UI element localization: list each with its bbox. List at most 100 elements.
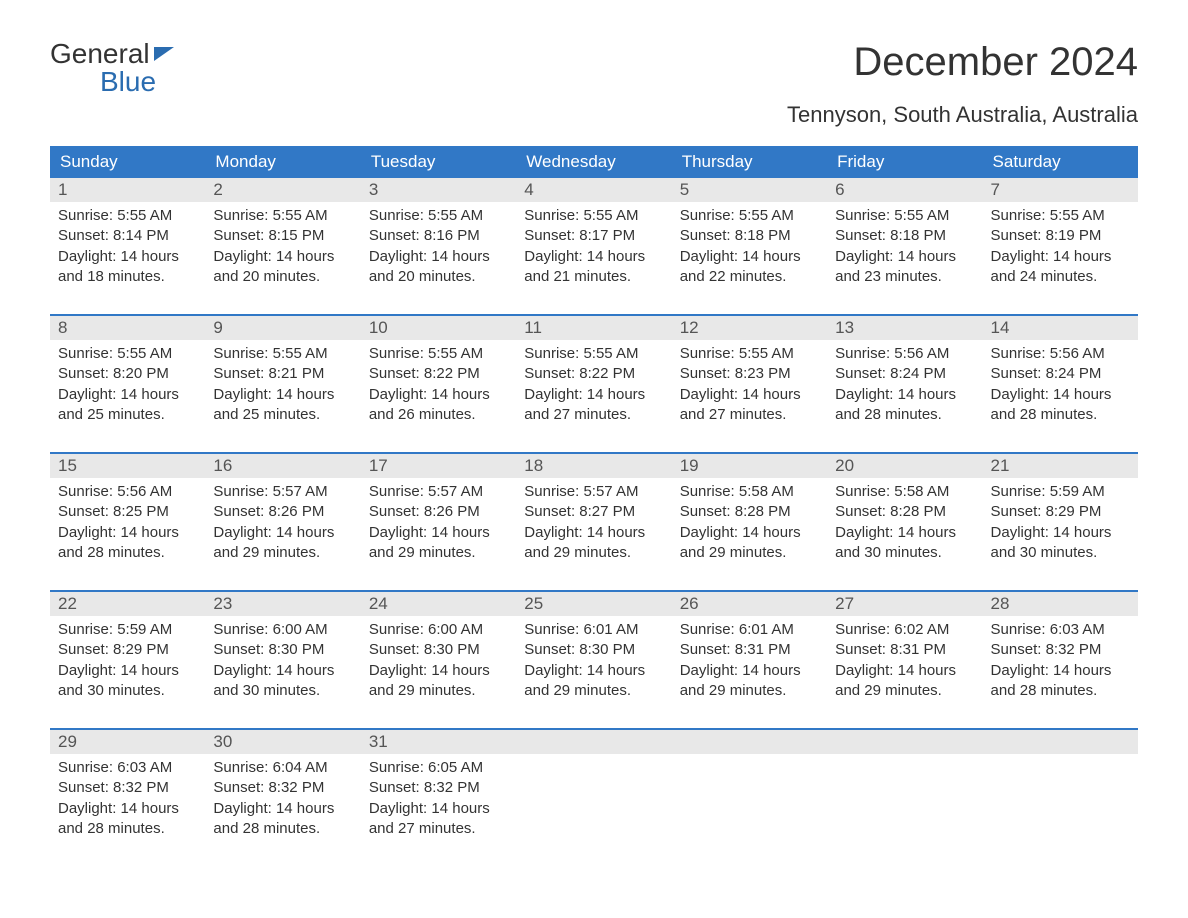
day-info-line: Sunrise: 5:57 AM [213,482,352,502]
day-info-line: Sunset: 8:24 PM [835,364,974,384]
day-info-line: Sunrise: 5:56 AM [835,344,974,364]
day-info-line: Daylight: 14 hours [991,523,1130,543]
day-info-line: Daylight: 14 hours [213,799,352,819]
day-info-line: Daylight: 14 hours [835,247,974,267]
day-body: Sunrise: 6:02 AMSunset: 8:31 PMDaylight:… [827,616,982,711]
day-number: 5 [672,178,827,202]
day-info-line: and 27 minutes. [369,819,508,839]
day-info-line: Sunrise: 6:04 AM [213,758,352,778]
day-cell: 13Sunrise: 5:56 AMSunset: 8:24 PMDayligh… [827,316,982,452]
day-number: 2 [205,178,360,202]
day-header-sun: Sunday [50,146,205,178]
day-body: Sunrise: 5:55 AMSunset: 8:23 PMDaylight:… [672,340,827,435]
day-number: 21 [983,454,1138,478]
day-info-line: Sunset: 8:15 PM [213,226,352,246]
day-cell: 11Sunrise: 5:55 AMSunset: 8:22 PMDayligh… [516,316,671,452]
day-number [672,730,827,754]
day-cell: 25Sunrise: 6:01 AMSunset: 8:30 PMDayligh… [516,592,671,728]
day-info-line: and 18 minutes. [58,267,197,287]
day-number: 8 [50,316,205,340]
day-cell: 17Sunrise: 5:57 AMSunset: 8:26 PMDayligh… [361,454,516,590]
day-number: 6 [827,178,982,202]
day-info-line: Daylight: 14 hours [991,385,1130,405]
day-cell [983,730,1138,866]
day-info-line: Daylight: 14 hours [524,385,663,405]
day-info-line: Sunset: 8:27 PM [524,502,663,522]
day-body: Sunrise: 5:56 AMSunset: 8:25 PMDaylight:… [50,478,205,573]
day-info-line: and 27 minutes. [524,405,663,425]
day-number: 4 [516,178,671,202]
day-cell: 9Sunrise: 5:55 AMSunset: 8:21 PMDaylight… [205,316,360,452]
day-info-line: Sunset: 8:25 PM [58,502,197,522]
day-info-line: Daylight: 14 hours [213,523,352,543]
day-info-line: Daylight: 14 hours [524,661,663,681]
day-cell: 27Sunrise: 6:02 AMSunset: 8:31 PMDayligh… [827,592,982,728]
day-info-line: Daylight: 14 hours [524,523,663,543]
day-cell: 12Sunrise: 5:55 AMSunset: 8:23 PMDayligh… [672,316,827,452]
day-info-line: Sunrise: 5:59 AM [58,620,197,640]
day-cell: 30Sunrise: 6:04 AMSunset: 8:32 PMDayligh… [205,730,360,866]
day-number: 12 [672,316,827,340]
day-number: 25 [516,592,671,616]
day-info-line: Sunrise: 5:59 AM [991,482,1130,502]
logo-line1-wrap: General [50,40,174,68]
day-cell: 10Sunrise: 5:55 AMSunset: 8:22 PMDayligh… [361,316,516,452]
day-body: Sunrise: 6:01 AMSunset: 8:31 PMDaylight:… [672,616,827,711]
day-body: Sunrise: 5:55 AMSunset: 8:20 PMDaylight:… [50,340,205,435]
day-info-line: and 29 minutes. [680,543,819,563]
day-number [516,730,671,754]
day-info-line: and 29 minutes. [524,543,663,563]
day-info-line: and 28 minutes. [991,681,1130,701]
day-info-line: Daylight: 14 hours [213,661,352,681]
day-info-line: and 26 minutes. [369,405,508,425]
day-number: 24 [361,592,516,616]
day-info-line: Sunrise: 5:58 AM [835,482,974,502]
day-number: 7 [983,178,1138,202]
day-info-line: Sunrise: 6:03 AM [991,620,1130,640]
day-info-line: Daylight: 14 hours [58,799,197,819]
day-info-line: and 25 minutes. [213,405,352,425]
day-info-line: Sunrise: 5:56 AM [991,344,1130,364]
day-info-line: Sunrise: 5:55 AM [213,344,352,364]
day-info-line: Sunrise: 5:55 AM [680,344,819,364]
day-info-line: Sunset: 8:31 PM [680,640,819,660]
day-info-line: Sunrise: 6:05 AM [369,758,508,778]
logo-line2: Blue [100,68,174,96]
day-info-line: and 29 minutes. [680,681,819,701]
day-body: Sunrise: 6:00 AMSunset: 8:30 PMDaylight:… [361,616,516,711]
day-info-line: Sunset: 8:32 PM [213,778,352,798]
day-info-line: Daylight: 14 hours [835,523,974,543]
day-cell: 24Sunrise: 6:00 AMSunset: 8:30 PMDayligh… [361,592,516,728]
day-info-line: Sunset: 8:22 PM [524,364,663,384]
day-body: Sunrise: 6:04 AMSunset: 8:32 PMDaylight:… [205,754,360,849]
day-info-line: Sunset: 8:28 PM [835,502,974,522]
day-cell: 8Sunrise: 5:55 AMSunset: 8:20 PMDaylight… [50,316,205,452]
day-body: Sunrise: 5:55 AMSunset: 8:15 PMDaylight:… [205,202,360,297]
day-number: 27 [827,592,982,616]
day-body: Sunrise: 5:55 AMSunset: 8:22 PMDaylight:… [516,340,671,435]
day-body: Sunrise: 5:59 AMSunset: 8:29 PMDaylight:… [983,478,1138,573]
day-number [827,730,982,754]
day-cell: 19Sunrise: 5:58 AMSunset: 8:28 PMDayligh… [672,454,827,590]
week-row: 29Sunrise: 6:03 AMSunset: 8:32 PMDayligh… [50,728,1138,866]
day-info-line: Sunset: 8:30 PM [524,640,663,660]
logo: General Blue [50,40,174,96]
day-info-line: Daylight: 14 hours [369,247,508,267]
day-info-line: Sunrise: 5:55 AM [369,344,508,364]
day-cell: 5Sunrise: 5:55 AMSunset: 8:18 PMDaylight… [672,178,827,314]
day-number: 15 [50,454,205,478]
day-cell: 22Sunrise: 5:59 AMSunset: 8:29 PMDayligh… [50,592,205,728]
day-info-line: and 30 minutes. [991,543,1130,563]
day-number: 1 [50,178,205,202]
day-info-line: Sunset: 8:18 PM [680,226,819,246]
day-header-fri: Friday [827,146,982,178]
day-body: Sunrise: 5:58 AMSunset: 8:28 PMDaylight:… [827,478,982,573]
day-info-line: and 23 minutes. [835,267,974,287]
day-info-line: Sunset: 8:20 PM [58,364,197,384]
day-info-line: Daylight: 14 hours [213,247,352,267]
day-body: Sunrise: 6:03 AMSunset: 8:32 PMDaylight:… [983,616,1138,711]
day-cell: 26Sunrise: 6:01 AMSunset: 8:31 PMDayligh… [672,592,827,728]
day-info-line: Daylight: 14 hours [58,247,197,267]
day-cell: 3Sunrise: 5:55 AMSunset: 8:16 PMDaylight… [361,178,516,314]
day-info-line: Sunset: 8:16 PM [369,226,508,246]
